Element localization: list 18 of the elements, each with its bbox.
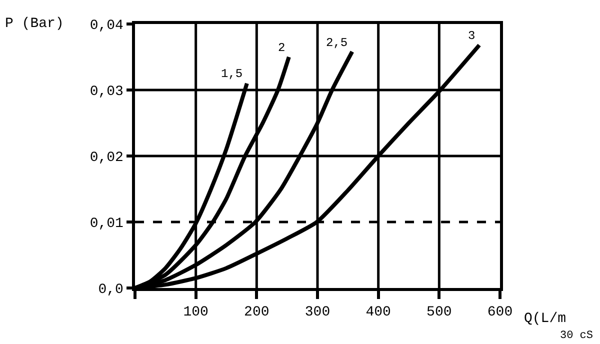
y-tick-label: 0,04	[90, 18, 124, 34]
y-tick-label: 0,0	[98, 282, 124, 298]
x-tick-label: 600	[487, 304, 513, 321]
y-tick-label: 0,03	[90, 84, 124, 100]
x-tick-label: 100	[183, 304, 208, 321]
series-label: 2	[278, 41, 286, 55]
x-tick-label: 500	[426, 304, 452, 321]
x-axis-title: Q(L/m	[524, 311, 566, 327]
series-label: 1,5	[221, 67, 243, 81]
x-tick-label: 300	[304, 304, 330, 321]
text: 30 cS	[560, 330, 594, 342]
y-tick-label: 0,01	[90, 216, 124, 232]
y-axis-title: P (Bar)	[5, 16, 64, 32]
x-tick-label: 400	[366, 304, 391, 321]
y-tick-label: 0,02	[90, 150, 124, 166]
x-tick-label: 200	[244, 304, 270, 321]
series-label: 2,5	[326, 36, 348, 50]
series-label: 3	[468, 29, 476, 43]
